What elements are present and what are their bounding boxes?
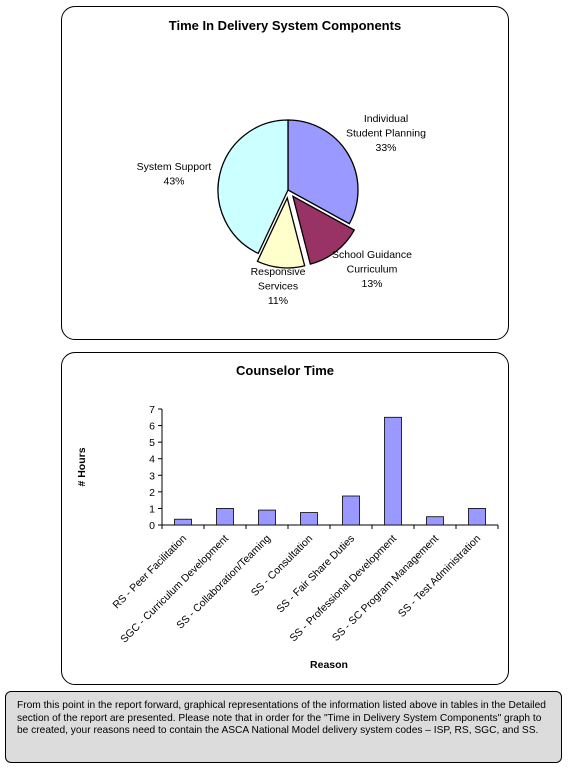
pie-chart-panel: Time In Delivery System Components Indiv… xyxy=(61,6,509,340)
bar xyxy=(216,508,234,526)
pie-slice xyxy=(217,119,289,255)
bar xyxy=(174,518,192,526)
bar-chart-panel: Counselor Time 0 1 2 3 4 5 6 7 RS - Peer Facilit… xyxy=(61,352,509,685)
bar xyxy=(342,495,360,526)
bar-chart-title: Counselor Time xyxy=(235,363,334,378)
y-tick-label: 4 xyxy=(149,454,155,466)
x-axis-label: Reason xyxy=(310,659,348,671)
pie-slice-label: Responsive Services 11% xyxy=(251,266,306,307)
y-tick-label: 0 xyxy=(149,520,155,532)
bar xyxy=(258,509,276,526)
pie-chart-title: Time In Delivery System Components xyxy=(168,18,402,33)
footer-note: From this point in the report forward, g… xyxy=(5,691,562,763)
y-tick-label: 3 xyxy=(149,470,155,482)
y-tick-label: 7 xyxy=(149,404,155,416)
x-tick-label: SS - Fair Share Duties xyxy=(274,533,357,616)
pie-slice xyxy=(291,195,356,265)
y-tick-label: 2 xyxy=(149,487,155,499)
x-tick-label: RS - Peer Facilitation xyxy=(110,533,189,612)
y-tick-label: 5 xyxy=(149,437,155,449)
pie-slice xyxy=(256,196,306,269)
y-axis-label: # Hours xyxy=(76,447,88,486)
y-tick-label: 1 xyxy=(149,503,155,515)
pie-slice-label: Individual Student Planning 33% xyxy=(346,113,426,154)
pie-slice-label: School Guidance Curriculum 13% xyxy=(332,249,412,290)
pie-slice xyxy=(287,119,359,225)
bar xyxy=(384,416,402,526)
x-tick-label: SS - Test Administration xyxy=(396,533,483,620)
y-tick-label: 6 xyxy=(149,421,155,433)
bar xyxy=(300,512,318,526)
pie-slice-label: System Support 43% xyxy=(137,161,212,188)
pie-chart: Individual Student Planning 33% School Guid… xyxy=(137,113,427,307)
bar xyxy=(426,516,444,526)
bar xyxy=(468,508,486,526)
